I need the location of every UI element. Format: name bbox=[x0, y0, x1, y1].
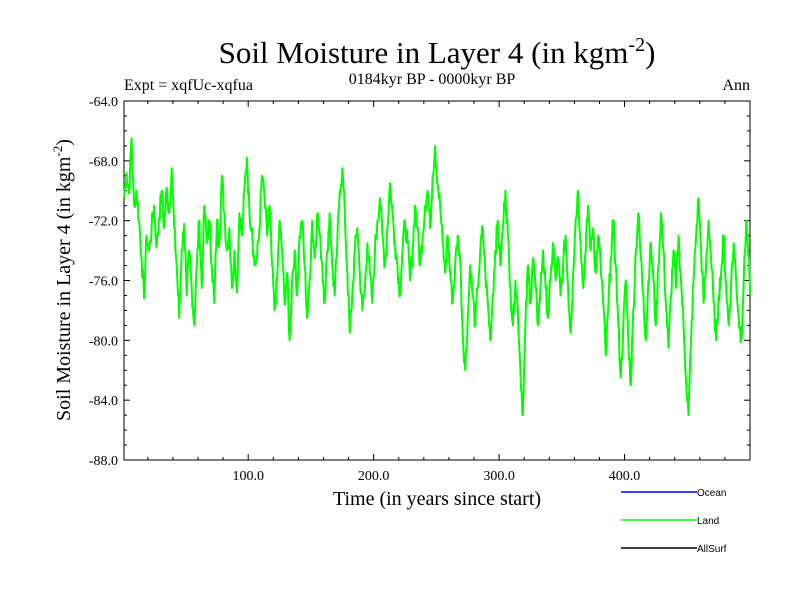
y-tick-label: -80.0 bbox=[89, 334, 118, 349]
y-axis: -64.0 -68.0 -72.0 -76.0 -80.0 -84.0 -88.0 bbox=[89, 95, 750, 469]
experiment-label: Expt = xqfUc-xqfua bbox=[124, 77, 253, 94]
period-label: 0184kyr BP - 0000kyr BP bbox=[349, 71, 516, 88]
legend-label-land: Land bbox=[697, 516, 719, 527]
x-tick-label: 100.0 bbox=[232, 469, 264, 484]
y-tick-label: -68.0 bbox=[89, 155, 118, 170]
y-tick-label: -72.0 bbox=[89, 215, 118, 230]
y-tick-label: -84.0 bbox=[89, 394, 118, 409]
y-tick-label: -76.0 bbox=[89, 275, 118, 290]
legend-label-allsurf: AllSurf bbox=[697, 544, 727, 555]
y-tick-label: -88.0 bbox=[89, 454, 118, 469]
plot-frame bbox=[123, 100, 751, 461]
legend: Ocean Land AllSurf bbox=[621, 488, 727, 555]
title-group: Soil Moisture in Layer 4 (in kgm-2) Expt… bbox=[124, 34, 750, 94]
y-axis-label: Soil Moisture in Layer 4 (in kgm-2) bbox=[50, 139, 75, 421]
chart-title: Soil Moisture in Layer 4 (in kgm-2) bbox=[219, 34, 656, 70]
x-axis-label: Time (in years since start) bbox=[333, 488, 541, 510]
legend-label-ocean: Ocean bbox=[697, 488, 726, 499]
series-line-land bbox=[123, 137, 751, 417]
x-axis: 100.0 200.0 300.0 400.0 bbox=[147, 101, 726, 484]
x-tick-label: 200.0 bbox=[358, 469, 390, 484]
y-tick-label: -64.0 bbox=[89, 95, 118, 110]
season-label: Ann bbox=[722, 77, 750, 94]
x-tick-label: 300.0 bbox=[483, 469, 515, 484]
plot-area: -64.0 -68.0 -72.0 -76.0 -80.0 -84.0 -88.0 100.… bbox=[89, 95, 751, 484]
x-tick-label: 400.0 bbox=[609, 469, 641, 484]
